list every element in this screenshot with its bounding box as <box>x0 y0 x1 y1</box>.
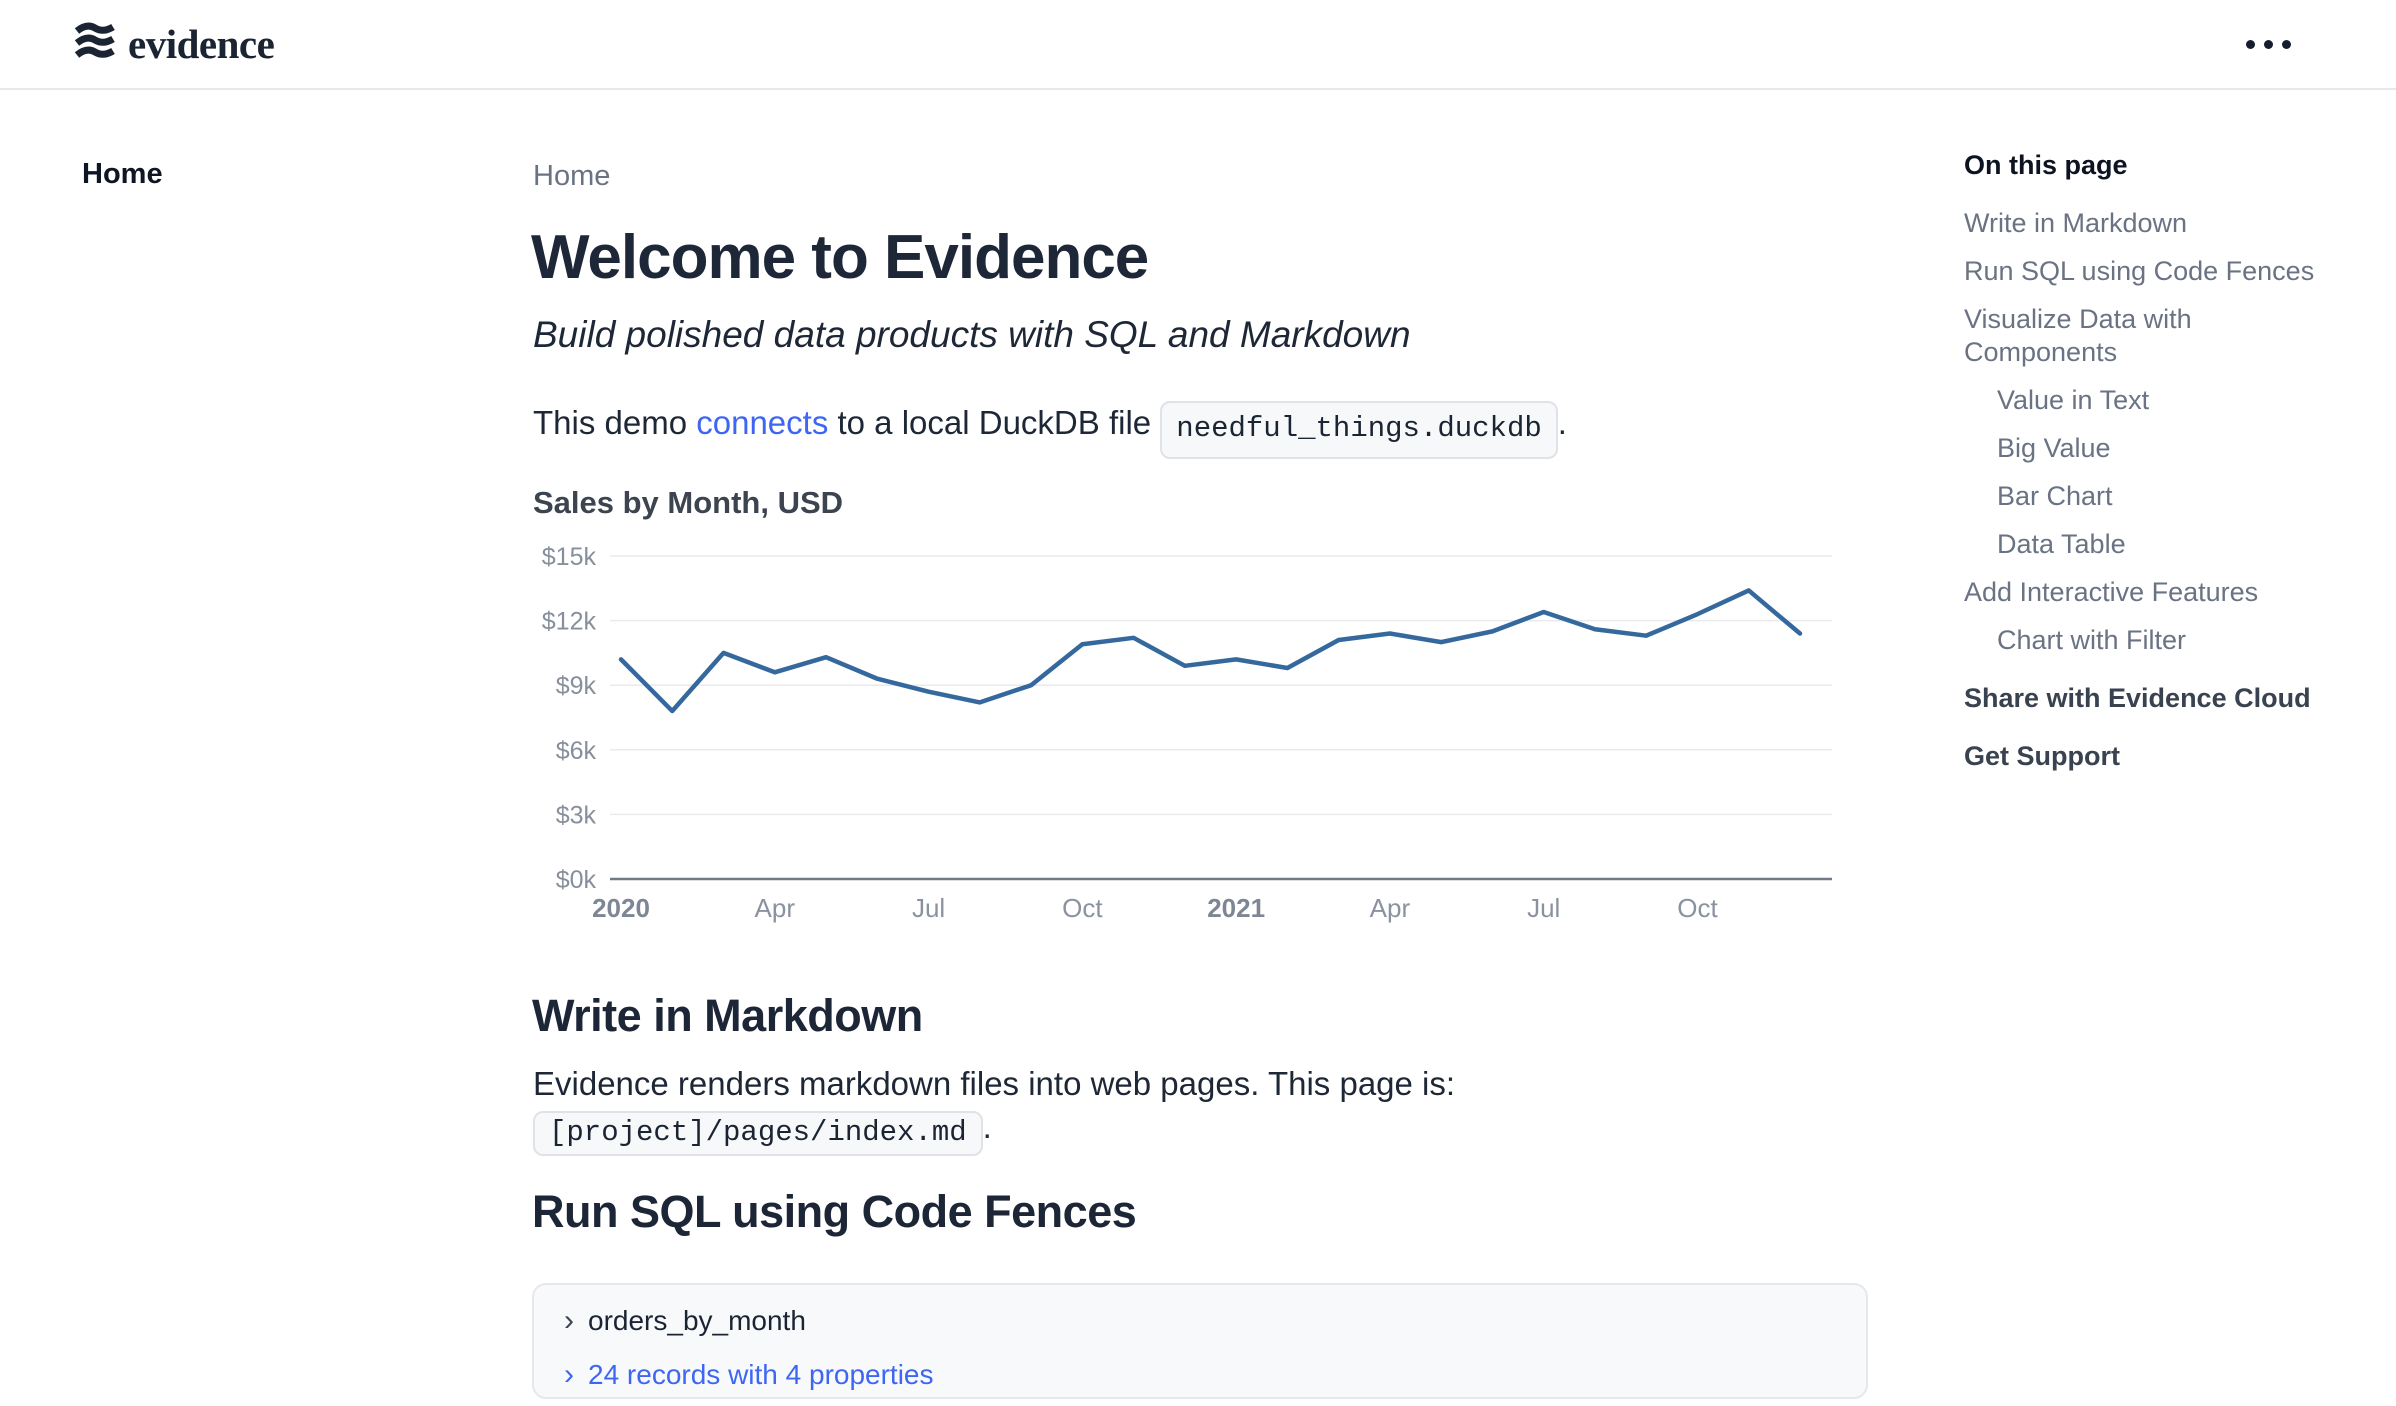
line-chart-canvas: $0k $3k $6k $9k $12k $15k 2020 Apr Jul Oct 2021 Apr… <box>542 543 1832 923</box>
chart-title: Sales by Month, USD <box>533 485 844 520</box>
logo-wordmark: evidence <box>128 21 275 67</box>
toc-item-value-in-text[interactable]: Value in Text <box>1997 385 2150 415</box>
toc-item-data-table[interactable]: Data Table <box>1997 529 2126 559</box>
query-result-panel: › orders_by_month › 24 records with 4 pr… <box>532 1283 1868 1399</box>
chevron-right-icon: › <box>564 1304 574 1337</box>
svg-text:$9k: $9k <box>556 672 597 700</box>
connects-link[interactable]: connects <box>696 404 829 441</box>
svg-text:Jul: Jul <box>1527 893 1560 923</box>
overflow-menu-icon <box>2246 39 2255 49</box>
intro-paragraph: This demo connects to a local DuckDB fil… <box>533 400 1567 459</box>
svg-text:$15k: $15k <box>542 543 597 571</box>
toc-item-share-evidence-cloud[interactable]: Share with Evidence Cloud <box>1964 683 2311 713</box>
toc-heading: On this page <box>1964 150 2128 180</box>
sidebar-item-home[interactable]: Home <box>82 158 163 190</box>
svg-text:$3k: $3k <box>556 801 597 829</box>
page-title: Welcome to Evidence <box>531 223 1149 292</box>
index-md-code: [project]/pages/index.md <box>533 1111 983 1156</box>
svg-text:Apr: Apr <box>1370 893 1411 923</box>
on-this-page-toc: On this page Write in Markdown Run SQL u… <box>1964 150 2334 788</box>
svg-text:Oct: Oct <box>1062 893 1103 923</box>
toc-item-visualize-data[interactable]: Visualize Data with Components <box>1964 304 2192 367</box>
section-heading-markdown: Write in Markdown <box>532 990 923 1041</box>
app-header: evidence <box>0 0 2396 90</box>
records-summary: 24 records with 4 properties <box>588 1359 934 1390</box>
evidence-logo-icon <box>74 21 116 67</box>
chevron-right-icon: › <box>564 1358 574 1391</box>
query-toggle-orders-by-month[interactable]: › orders_by_month <box>564 1305 806 1337</box>
toc-item-add-interactive-features[interactable]: Add Interactive Features <box>1964 577 2259 607</box>
section-heading-sql: Run SQL using Code Fences <box>532 1186 1137 1237</box>
svg-text:$0k: $0k <box>556 866 597 894</box>
svg-text:$12k: $12k <box>542 608 597 636</box>
toc-item-bar-chart[interactable]: Bar Chart <box>1997 481 2113 511</box>
evidence-logo[interactable]: evidence <box>74 20 275 68</box>
query-name: orders_by_month <box>588 1305 806 1336</box>
svg-text:2020: 2020 <box>592 893 650 923</box>
overflow-menu-button[interactable] <box>2246 28 2306 60</box>
duckdb-file-code: needful_things.duckdb <box>1160 401 1558 459</box>
records-summary-toggle[interactable]: › 24 records with 4 properties <box>564 1359 934 1391</box>
toc-item-big-value[interactable]: Big Value <box>1997 433 2111 463</box>
toc-item-get-support[interactable]: Get Support <box>1964 741 2120 771</box>
markdown-body-text: Evidence renders markdown files into web… <box>533 1065 1456 1102</box>
svg-text:Apr: Apr <box>755 893 796 923</box>
svg-text:$6k: $6k <box>556 737 597 765</box>
sales-by-month-chart: $0k $3k $6k $9k $12k $15k 2020 Apr Jul Oct 2021 Apr… <box>532 534 1867 946</box>
breadcrumb[interactable]: Home <box>533 160 611 192</box>
svg-text:Jul: Jul <box>912 893 945 923</box>
toc-item-chart-with-filter[interactable]: Chart with Filter <box>1997 625 2187 655</box>
toc-item-write-in-markdown[interactable]: Write in Markdown <box>1964 208 2188 238</box>
markdown-code-line: [project]/pages/index.md. <box>533 1108 992 1156</box>
toc-item-run-sql[interactable]: Run SQL using Code Fences <box>1964 256 2315 286</box>
svg-text:Oct: Oct <box>1677 893 1718 923</box>
page-subtitle: Build polished data products with SQL an… <box>533 314 1411 355</box>
svg-text:2021: 2021 <box>1207 893 1265 923</box>
